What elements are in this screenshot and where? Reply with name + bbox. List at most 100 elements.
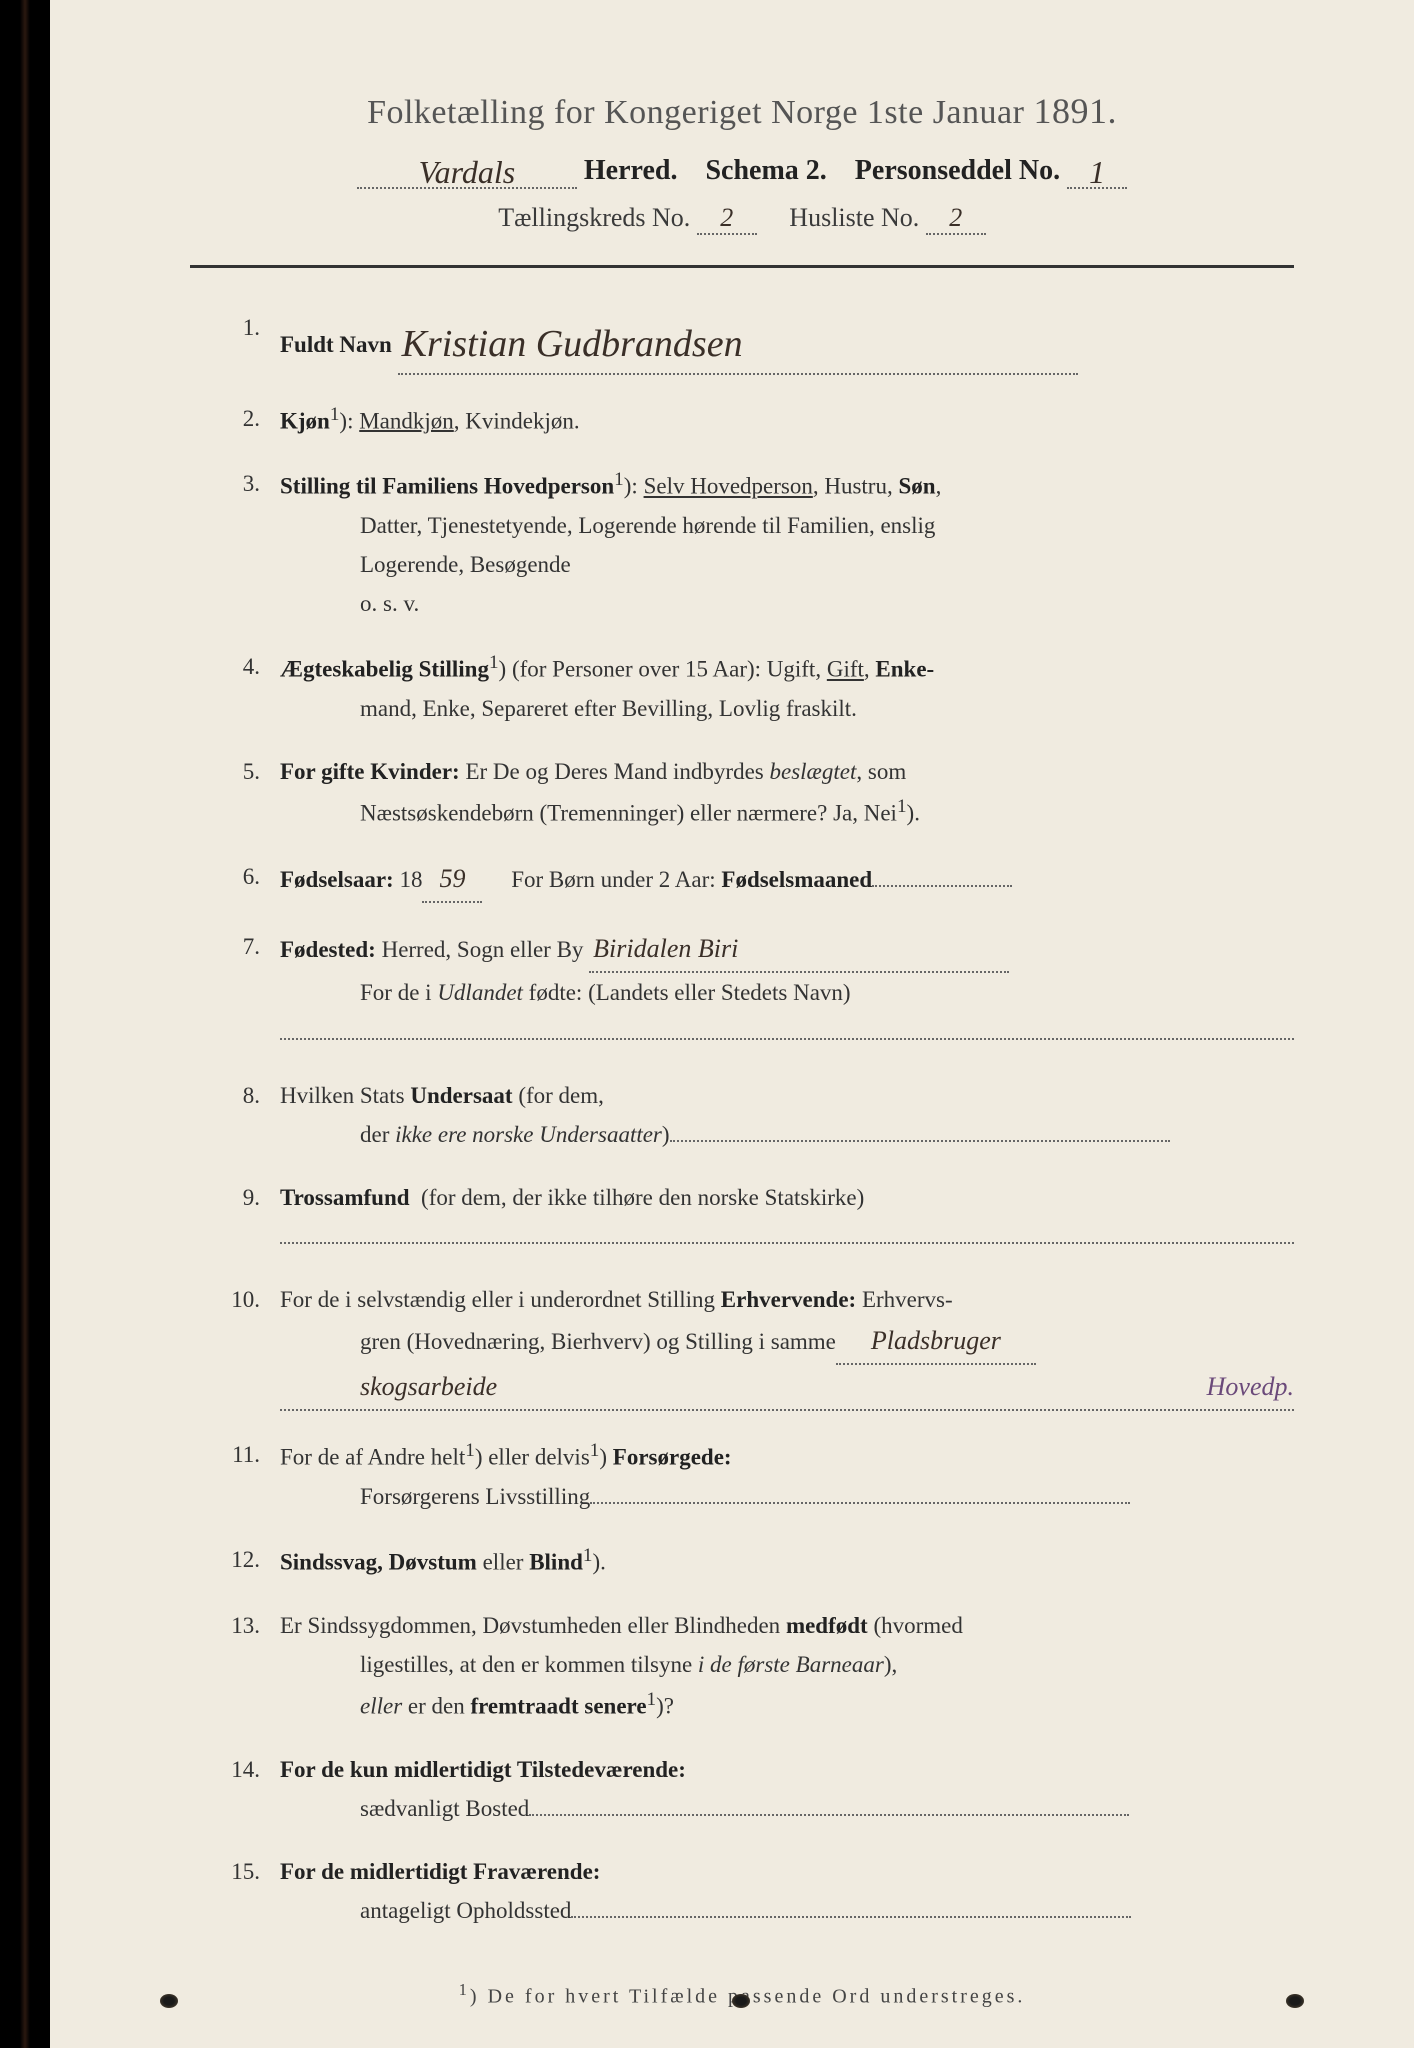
scan-artifact-left bbox=[0, 0, 50, 2048]
num-10: 10. bbox=[220, 1280, 280, 1411]
text-3d: o. s. v. bbox=[280, 584, 1294, 623]
name-value: Kristian Gudbrandsen bbox=[402, 323, 743, 365]
name-field: Kristian Gudbrandsen bbox=[398, 308, 1078, 375]
header-line-2: Vardals Herred. Schema 2. Personseddel N… bbox=[190, 150, 1294, 189]
row-9: 9. Trossamfund (for dem, der ikke tilhør… bbox=[220, 1178, 1294, 1256]
kreds-label: Tællingskreds No. bbox=[498, 203, 690, 232]
year-field: 59 bbox=[422, 857, 482, 903]
num-8: 8. bbox=[220, 1076, 280, 1154]
content-6: Fødselsaar: 1859 For Børn under 2 Aar: F… bbox=[280, 857, 1294, 903]
label-14: For de kun midlertidigt Tilstedeværende: bbox=[280, 1757, 686, 1782]
birthplace-field: Biridalen Biri bbox=[589, 927, 1009, 973]
label-6b: Fødselsmaaned bbox=[721, 867, 872, 892]
content-15: For de midlertidigt Fraværende: antageli… bbox=[280, 1852, 1294, 1930]
row-4: 4. Ægteskabelig Stilling1) (for Personer… bbox=[220, 647, 1294, 728]
label-2: Kjøn bbox=[280, 408, 330, 433]
text-13b: ligestilles, at den er kommen tilsyne i … bbox=[280, 1645, 1294, 1684]
text-5b: Næstsøskendebørn (Tremenninger) eller næ… bbox=[280, 791, 1294, 833]
personseddel-label: Personseddel No. bbox=[855, 155, 1060, 186]
footnote-sup: 1 bbox=[459, 1980, 470, 1999]
row-11: 11. For de af Andre helt1) eller delvis1… bbox=[220, 1435, 1294, 1516]
row-2: 2. Kjøn1): Mandkjøn, Kvindekjøn. bbox=[220, 399, 1294, 441]
text-10b: Erhvervende: bbox=[721, 1287, 856, 1312]
text-3c: Logerende, Besøgende bbox=[280, 545, 1294, 584]
herred-value: Vardals bbox=[419, 154, 516, 190]
label-12b: Blind bbox=[529, 1550, 583, 1575]
sup-3: 1 bbox=[614, 469, 624, 490]
text-9: (for dem, der ikke tilhøre den norske St… bbox=[421, 1185, 864, 1210]
row-5: 5. For gifte Kvinder: Er De og Deres Man… bbox=[220, 752, 1294, 833]
text-11d: Forsørgerens Livsstilling bbox=[280, 1477, 1294, 1516]
num-15: 15. bbox=[220, 1852, 280, 1930]
num-12: 12. bbox=[220, 1540, 280, 1582]
label-1: Fuldt Navn bbox=[280, 332, 392, 357]
num-5: 5. bbox=[220, 752, 280, 833]
row-3: 3. Stilling til Familiens Hovedperson1):… bbox=[220, 464, 1294, 623]
content-9: Trossamfund (for dem, der ikke tilhøre d… bbox=[280, 1178, 1294, 1256]
content-14: For de kun midlertidigt Tilstedeværende:… bbox=[280, 1750, 1294, 1828]
content-13: Er Sindssygdommen, Døvstumheden eller Bl… bbox=[280, 1606, 1294, 1726]
census-form-page: Folketælling for Kongeriget Norge 1ste J… bbox=[50, 0, 1414, 2048]
label-15: For de midlertidigt Fraværende: bbox=[280, 1859, 600, 1884]
text-15b: antageligt Opholdssted bbox=[280, 1891, 1294, 1930]
num-3: 3. bbox=[220, 464, 280, 623]
sup-2: 1 bbox=[330, 404, 340, 425]
herred-field: Vardals bbox=[357, 150, 577, 189]
text-11a: For de af Andre helt bbox=[280, 1445, 465, 1470]
text-10c: Erhvervs- bbox=[856, 1287, 952, 1312]
text-13a: Er Sindssygdommen, Døvstumheden eller Bl… bbox=[280, 1613, 963, 1638]
content-2: Kjøn1): Mandkjøn, Kvindekjøn. bbox=[280, 399, 1294, 441]
row-7: 7. Fødested: Herred, Sogn eller By Birid… bbox=[220, 927, 1294, 1051]
text-11b: ) eller delvis bbox=[475, 1445, 590, 1470]
row-6: 6. Fødselsaar: 1859 For Børn under 2 Aar… bbox=[220, 857, 1294, 903]
num-1: 1. bbox=[220, 308, 280, 375]
punch-hole-right bbox=[1286, 1994, 1304, 2008]
occupation-value2: skogsarbeide bbox=[360, 1365, 497, 1409]
row-14: 14. For de kun midlertidigt Tilstedevære… bbox=[220, 1750, 1294, 1828]
text-3b: Datter, Tjenestetyende, Logerende hørend… bbox=[280, 506, 1294, 545]
husliste-field: 2 bbox=[926, 203, 986, 235]
text-13c: eller er den fremtraadt senere1)? bbox=[280, 1684, 1294, 1726]
form-body: 1. Fuldt Navn Kristian Gudbrandsen 2. Kj… bbox=[190, 308, 1294, 1930]
text-8b: der ikke ere norske Undersaatter) bbox=[280, 1115, 1294, 1154]
text-10a: For de i selvstændig eller i underordnet… bbox=[280, 1287, 721, 1312]
label-9: Trossamfund bbox=[280, 1185, 410, 1210]
text-7a: Herred, Sogn eller By bbox=[382, 937, 584, 962]
text-6b: For Børn under 2 Aar: bbox=[511, 867, 715, 892]
punch-hole-center bbox=[732, 1994, 750, 2008]
row-15: 15. For de midlertidigt Fraværende: anta… bbox=[220, 1852, 1294, 1930]
label-6: Fødselsaar: bbox=[280, 867, 394, 892]
text-3a: ): Selv Hovedperson, Hustru, Søn, bbox=[624, 474, 942, 499]
label-4: Ægteskabelig Stilling bbox=[280, 657, 489, 682]
kreds-field: 2 bbox=[697, 203, 757, 235]
text-7b: For de i Udlandet fødte: (Landets eller … bbox=[280, 973, 1294, 1012]
text-4b: mand, Enke, Separeret efter Bevilling, L… bbox=[280, 689, 1294, 728]
kreds-value: 2 bbox=[720, 203, 733, 232]
religion-field bbox=[280, 1221, 1294, 1244]
num-9: 9. bbox=[220, 1178, 280, 1256]
row-1: 1. Fuldt Navn Kristian Gudbrandsen bbox=[220, 308, 1294, 375]
text-5a: Er De og Deres Mand indbyrdes beslægtet,… bbox=[465, 759, 906, 784]
content-3: Stilling til Familiens Hovedperson1): Se… bbox=[280, 464, 1294, 623]
schema-label: Schema 2. bbox=[705, 155, 826, 186]
label-12: Sindssvag, Døvstum bbox=[280, 1550, 477, 1575]
content-5: For gifte Kvinder: Er De og Deres Mand i… bbox=[280, 752, 1294, 833]
year-value: 59 bbox=[439, 864, 465, 893]
sup-4: 1 bbox=[489, 652, 499, 673]
num-7: 7. bbox=[220, 927, 280, 1051]
content-1: Fuldt Navn Kristian Gudbrandsen bbox=[280, 308, 1294, 375]
text-4a: ) (for Personer over 15 Aar): Ugift, Gif… bbox=[499, 657, 935, 682]
personseddel-field: 1 bbox=[1067, 150, 1127, 189]
row-13: 13. Er Sindssygdommen, Døvstumheden elle… bbox=[220, 1606, 1294, 1726]
title-text: Folketælling for Kongeriget Norge 1ste J… bbox=[367, 94, 1024, 131]
content-10: For de i selvstændig eller i underordnet… bbox=[280, 1280, 1294, 1411]
month-field bbox=[872, 885, 1012, 887]
num-4: 4. bbox=[220, 647, 280, 728]
abroad-field bbox=[280, 1017, 1294, 1040]
content-11: For de af Andre helt1) eller delvis1) Fo… bbox=[280, 1435, 1294, 1516]
herred-label: Herred. bbox=[584, 155, 678, 186]
punch-hole-left bbox=[160, 1994, 178, 2008]
text-11c: ) Forsørgede: bbox=[599, 1445, 731, 1470]
num-13: 13. bbox=[220, 1606, 280, 1726]
content-4: Ægteskabelig Stilling1) (for Personer ov… bbox=[280, 647, 1294, 728]
